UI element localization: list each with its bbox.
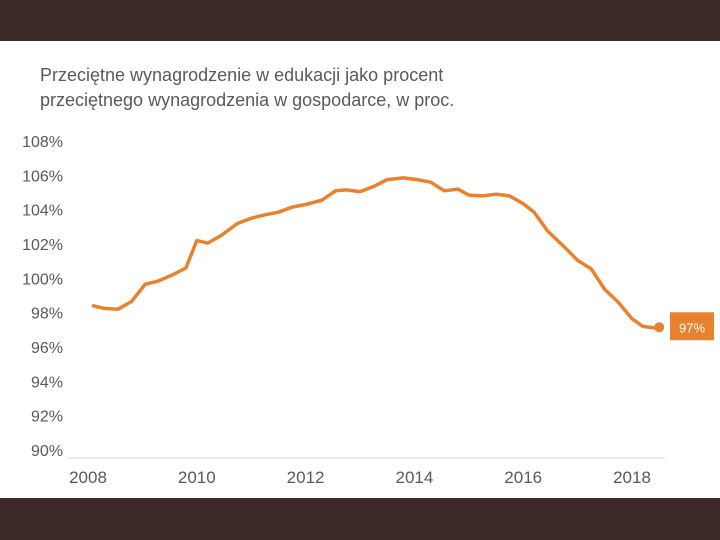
- y-tick-label: 92%: [31, 409, 63, 426]
- y-tick-label: 108%: [22, 134, 63, 151]
- x-tick-label: 2008: [69, 468, 107, 487]
- chart-title-line-1: Przeciętne wynagrodzenie w edukacji jako…: [40, 65, 444, 85]
- y-tick-label: 90%: [31, 443, 63, 460]
- y-tick-label: 106%: [22, 168, 63, 185]
- x-tick-label: 2018: [613, 468, 651, 487]
- y-axis-labels: 108% 106% 104% 102% 100% 98% 96% 94% 92% 90%: [22, 134, 63, 460]
- end-point-marker: [654, 322, 665, 333]
- bottom-band: [0, 498, 720, 540]
- y-tick-label: 100%: [22, 271, 63, 288]
- x-tick-label: 2012: [287, 468, 325, 487]
- chart-panel: [0, 41, 720, 498]
- top-band: [0, 0, 720, 41]
- chart-title-line-2: przeciętnego wynagrodzenia w gospodarce,…: [40, 90, 455, 110]
- y-tick-label: 94%: [31, 374, 63, 391]
- x-tick-label: 2010: [178, 468, 216, 487]
- y-tick-label: 96%: [31, 340, 63, 357]
- end-label-background: [670, 312, 714, 341]
- y-tick-label: 102%: [22, 237, 63, 254]
- end-label-badge: 97%: [670, 312, 714, 341]
- end-label-text: 97%: [679, 320, 705, 335]
- series-line: [91, 176, 659, 330]
- chart-title: Przeciętne wynagrodzenie w edukacji jako…: [40, 63, 700, 113]
- y-tick-label: 98%: [31, 306, 63, 323]
- x-tick-label: 2014: [395, 468, 433, 487]
- x-tick-label: 2016: [504, 468, 542, 487]
- y-tick-label: 104%: [22, 203, 63, 220]
- x-axis-labels: 2008 2010 2012 2014 2016 2018: [69, 468, 651, 487]
